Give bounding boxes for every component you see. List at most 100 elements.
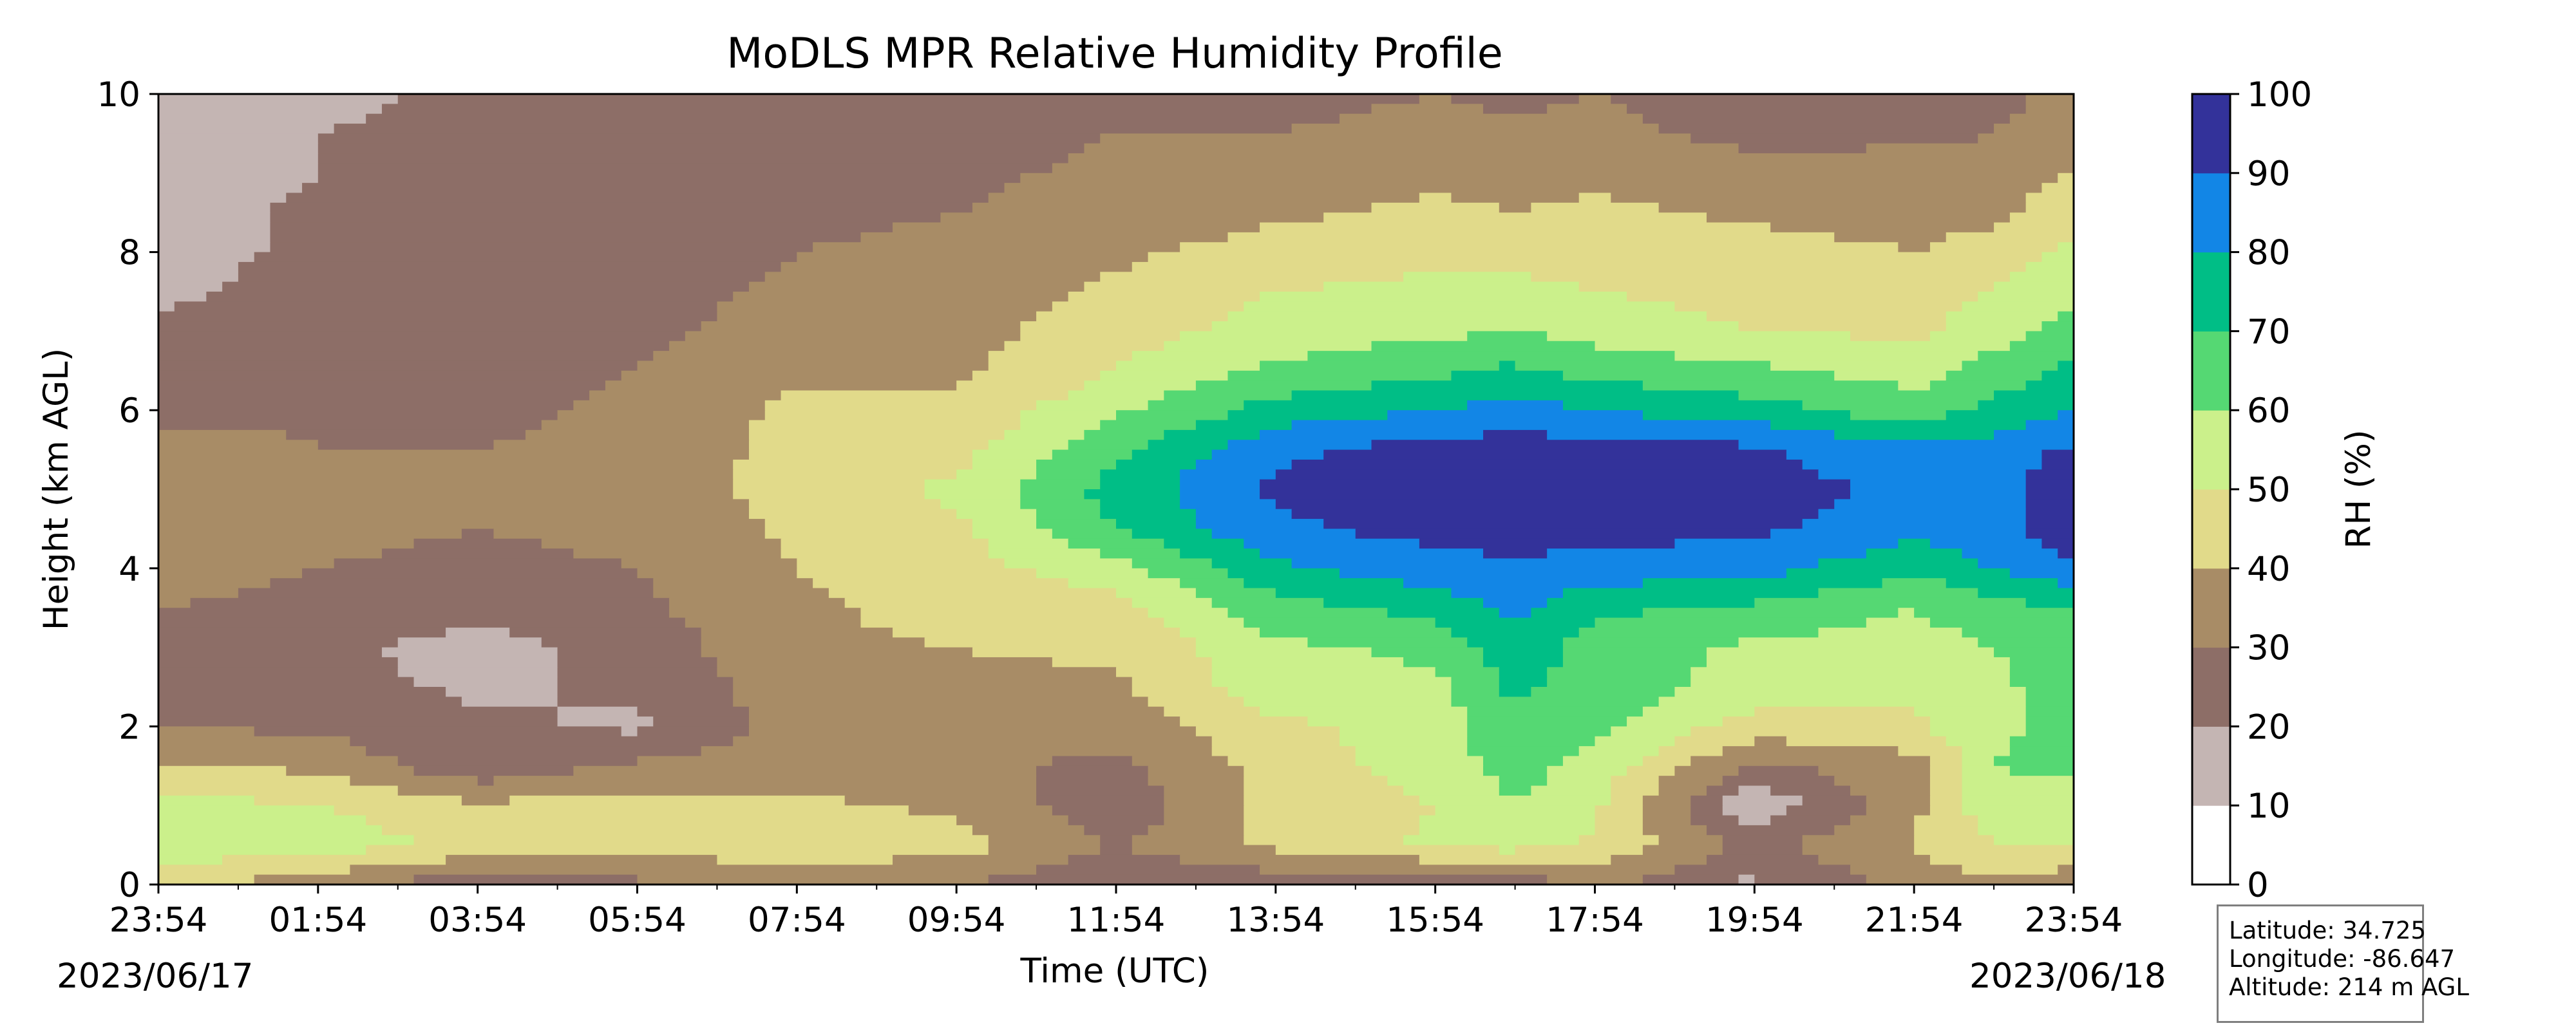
rh-contour-cell — [1706, 311, 1947, 322]
rh-contour-cell — [972, 459, 1037, 471]
rh-contour-cell — [366, 746, 702, 757]
rh-contour-cell — [1164, 805, 1245, 816]
rh-contour-cell — [2025, 261, 2074, 273]
rh-contour-cell — [1419, 795, 1612, 806]
rh-contour-cell — [1818, 588, 1979, 599]
rh-contour-cell — [1244, 776, 1388, 787]
rh-contour-cell — [1244, 697, 1452, 707]
rh-contour-cell — [797, 252, 1149, 263]
rh-contour-cell — [158, 726, 255, 737]
rh-contour-cell — [637, 874, 989, 885]
rh-contour-cell — [350, 776, 478, 787]
rh-contour-cell — [1627, 104, 2027, 115]
rh-contour-cell — [158, 429, 287, 441]
rh-contour-cell — [158, 597, 191, 608]
rh-contour-cell — [1611, 795, 1643, 806]
rh-contour-cell — [1499, 667, 1548, 678]
rh-contour-cell — [1052, 529, 1133, 539]
rh-contour-cell — [1642, 795, 1691, 806]
rh-contour-cell — [381, 825, 973, 836]
rh-contour-cell — [1754, 874, 1867, 885]
rh-contour-cell — [1866, 143, 2074, 154]
rh-contour-cell — [158, 815, 366, 826]
rh-contour-cell — [1978, 825, 2074, 836]
rh-contour-cell — [1291, 390, 1739, 401]
rh-contour-cell — [2009, 113, 2074, 124]
rh-contour-cell — [1642, 380, 1899, 391]
rh-contour-cell — [1483, 104, 1548, 115]
rh-contour-cell — [270, 232, 862, 243]
rh-contour-cell — [1355, 756, 1484, 767]
rh-contour-cell — [1818, 469, 2027, 480]
rh-contour-cell — [1531, 687, 1676, 698]
rh-contour-cell — [1850, 331, 1931, 342]
rh-contour-cell — [956, 469, 1037, 480]
rh-contour-cell — [1307, 351, 1676, 362]
rh-contour-cell — [158, 321, 702, 332]
rh-contour-cell — [1387, 608, 1500, 619]
rh-contour-cell — [1627, 716, 1723, 727]
rh-contour-cell — [1547, 104, 1627, 115]
rh-contour-cell — [1802, 845, 1915, 856]
rh-contour-cell — [1929, 538, 2043, 549]
rh-contour-cell — [158, 509, 750, 520]
rh-contour-cell — [1642, 706, 1756, 717]
x-tick-label: 09:54 — [907, 901, 1006, 940]
rh-contour-cell — [1020, 331, 1180, 342]
rh-contour-cell — [2058, 311, 2074, 322]
rh-contour-cell — [1323, 597, 1484, 608]
rh-contour-cell — [254, 726, 622, 737]
rh-contour-cell — [158, 420, 542, 431]
station-info-box: Latitude: 34.725 Longitude: -86.647 Alti… — [2217, 904, 2469, 1023]
rh-contour-cell — [2025, 529, 2074, 539]
rh-contour-cell — [270, 578, 654, 589]
rh-contour-cell — [461, 795, 511, 806]
rh-contour-cell — [1132, 845, 1276, 856]
rh-contour-cell — [1180, 242, 1899, 253]
rh-contour-cell — [1962, 301, 2074, 312]
rh-contour-cell — [1562, 637, 1739, 648]
rh-contour-cell — [1834, 776, 1931, 787]
rh-contour-cell — [701, 321, 1021, 332]
x-tick-label: 23:54 — [109, 901, 208, 940]
rh-contour-cell — [1946, 232, 2074, 243]
rh-contour-cell — [1100, 133, 1691, 144]
rh-contour-cell — [1419, 192, 1452, 203]
rh-contour-cell — [1068, 153, 2074, 164]
rh-contour-cell — [1674, 301, 1963, 312]
rh-contour-cell — [701, 637, 925, 648]
rh-contour-cell — [1690, 667, 2011, 678]
rh-contour-cell — [908, 805, 1053, 816]
rh-contour-cell — [1260, 292, 1627, 303]
rh-contour-cell — [717, 311, 1037, 322]
colorbar-tick-label: 20 — [2247, 707, 2290, 747]
rh-contour-cell — [1994, 647, 2074, 658]
rh-contour-cell — [158, 370, 622, 381]
rh-contour-cell — [1260, 479, 1851, 490]
rh-contour-cell — [764, 400, 1037, 411]
rh-contour-cell — [1260, 865, 1676, 876]
rh-contour-cell — [1084, 143, 1739, 154]
rh-contour-cell — [557, 697, 734, 707]
rh-contour-cell — [748, 706, 1165, 717]
rh-contour-cell — [748, 281, 1085, 292]
rh-contour-cell — [1116, 410, 1229, 421]
rh-contour-cell — [2025, 489, 2074, 500]
rh-contour-cell — [1275, 588, 1452, 599]
rh-contour-cell — [302, 568, 638, 579]
rh-contour-cell — [1850, 865, 1963, 876]
rh-contour-cell — [1738, 815, 1771, 826]
rh-contour-cell — [446, 627, 511, 639]
rh-contour-cell — [1132, 351, 1309, 362]
rh-contour-cell — [1180, 548, 1260, 559]
rh-contour-cell — [526, 429, 750, 441]
rh-contour-cell — [381, 548, 574, 559]
rh-contour-cell — [493, 440, 750, 451]
rh-contour-cell — [1211, 597, 1324, 608]
rh-contour-cell — [1834, 370, 1947, 381]
rh-contour-cell — [1419, 538, 1676, 549]
rh-contour-cell — [557, 657, 718, 668]
rh-contour-cell — [366, 845, 989, 856]
rh-contour-cell — [1962, 785, 2074, 796]
rh-contour-cell — [2058, 548, 2074, 559]
